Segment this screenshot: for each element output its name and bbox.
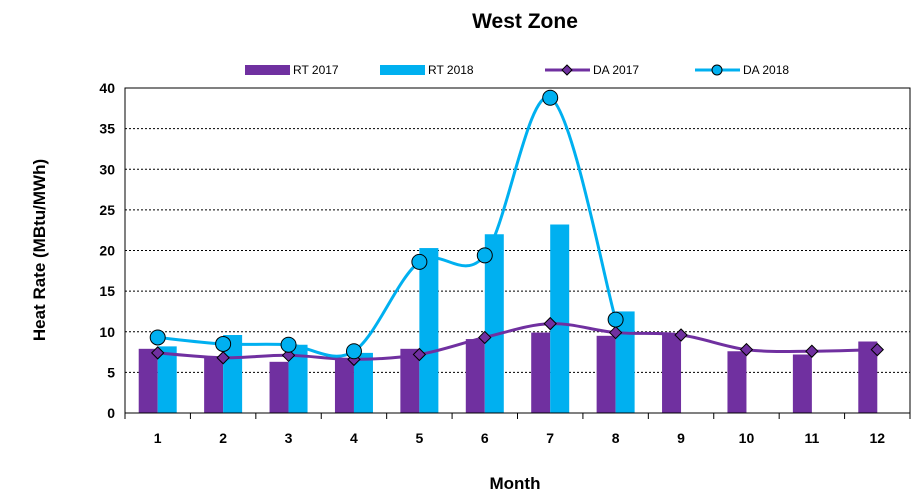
bar [596,335,616,413]
x-tick-label: 9 [677,430,685,446]
x-tick-label: 5 [415,430,423,446]
marker-diamond [674,328,688,342]
legend-label: DA 2017 [593,63,639,77]
bar [858,341,878,413]
x-tick-label: 1 [154,430,162,446]
x-tick-label: 10 [739,430,755,446]
bar [465,339,485,413]
marker-circle [149,329,166,346]
marker-circle [607,311,624,328]
bar [615,311,635,413]
y-tick-label: 0 [107,405,115,421]
x-tick-label: 4 [350,430,358,446]
bar [727,351,747,413]
series-line [157,322,878,361]
legend: RT 2017 RT 2018 DA 2017 DA 2018 [245,63,789,77]
bar [334,359,354,413]
legend-swatch [380,65,425,75]
marker-diamond [478,330,492,345]
axes [124,87,911,419]
y-tick-label: 15 [99,283,115,299]
y-tick-label: 10 [99,324,115,340]
bar [223,335,243,413]
series-lines [157,96,878,361]
legend-marker [561,64,573,76]
bar [138,348,158,413]
bar [400,348,420,413]
bar [288,344,308,413]
bar [484,234,504,413]
x-tick-label: 6 [481,430,489,446]
bar [662,335,682,413]
bar [792,354,812,413]
legend-marker [711,64,723,76]
bar [419,248,439,413]
x-tick-label: 12 [870,430,886,446]
legend-swatch [245,65,290,75]
x-tick-label: 2 [219,430,227,446]
x-tick-label: 8 [612,430,620,446]
bars [138,224,878,413]
marker-circle [215,335,232,352]
x-axis-title: Month [490,474,541,493]
chart-title: West Zone [472,10,578,33]
legend-label: DA 2018 [743,63,789,77]
bar [550,224,570,413]
marker-diamond [281,348,296,363]
y-tick-label: 5 [107,364,115,380]
marker-diamond [216,351,230,365]
marker-circle [345,343,362,360]
series-line [157,96,618,358]
marker-diamond [412,347,427,362]
y-axis-title: Heat Rate (MBtu/MWh) [30,159,49,341]
y-tick-label: 35 [99,121,115,137]
bar [204,356,224,413]
bar [157,346,177,413]
marker-circle [411,253,428,270]
marker-diamond [739,342,754,357]
marker-circle [280,336,297,353]
marker-diamond [805,344,819,358]
marker-circle [476,247,493,264]
marker-diamond [870,342,884,357]
marker-diamond [543,316,557,331]
marker-diamond [608,325,623,340]
legend-label: RT 2018 [428,63,474,77]
y-tick-label: 25 [99,202,115,218]
y-tick-label: 20 [99,243,115,259]
x-tick-label: 11 [804,430,819,446]
legend-label: RT 2017 [293,63,339,77]
x-tick-label: 3 [285,430,293,446]
x-tick-label: 7 [546,430,554,446]
marker-circle [542,89,559,106]
marker-diamond [151,346,165,360]
series-markers [149,89,884,367]
bar [353,352,373,413]
y-tick-label: 40 [99,80,115,96]
bar [269,361,289,413]
y-tick-label: 30 [99,161,115,177]
bar [531,332,551,413]
